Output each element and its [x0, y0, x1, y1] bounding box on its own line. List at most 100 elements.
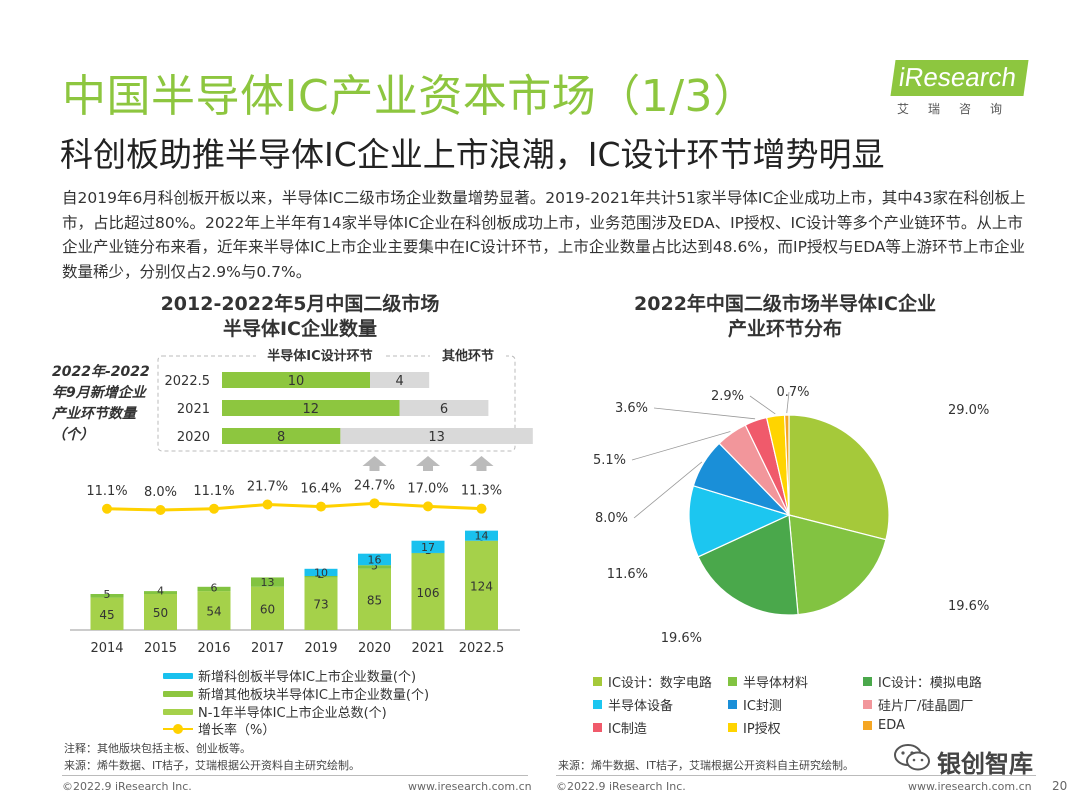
- x-tick-label: 2015: [144, 641, 177, 656]
- bar-label: 85: [367, 593, 382, 607]
- pie-chart: 29.0% 19.6% 19.6% 11.6% 8.0% 5.1% 3.6% 2.9% 0.7%: [593, 385, 989, 646]
- legend-base: N-1年半导体IC上市企业总数(个): [163, 702, 387, 721]
- inset-header-other: 其他环节: [442, 348, 494, 364]
- pie-legend-swatch: [593, 723, 602, 732]
- bar-label: 16: [368, 553, 382, 566]
- x-tick-label: 2020: [358, 641, 391, 656]
- left-source: 来源：烯牛数据、IT桔子，艾瑞根据公开资料自主研究绘制。: [64, 759, 360, 772]
- inset-bar-label: 8: [277, 430, 285, 445]
- watermark-text: 银创智库: [937, 750, 1033, 778]
- x-tick-label: 2017: [251, 641, 284, 656]
- pie-value-label: 0.7%: [776, 385, 809, 400]
- pie-legend-item: 硅片厂/硅晶圆厂: [863, 695, 973, 714]
- main-bar-chart: 4552014504201554620166013201773210201985…: [70, 456, 520, 656]
- bar-label: 106: [417, 586, 440, 600]
- iresearch-logo: iResearch 艾瑞咨询: [890, 60, 1029, 118]
- left-note: 注释：其他版块包括主板、创业板等。: [64, 742, 251, 755]
- bar-segment: [304, 577, 338, 630]
- inset-bar-segment: [370, 372, 430, 388]
- growth-point: [423, 501, 433, 512]
- bar-segment: [465, 530, 498, 541]
- pie-legend-label: 半导体设备: [608, 699, 674, 714]
- growth-point: [262, 499, 273, 510]
- growth-label: 17.0%: [407, 481, 448, 496]
- bar-segment: [144, 591, 177, 594]
- pie-legend-label: 硅片厂/硅晶圆厂: [878, 699, 974, 714]
- inset-bar-label: 4: [395, 374, 403, 389]
- pie-legend-label: IC设计：数字电路: [608, 676, 712, 691]
- pie-leader-line: [653, 407, 756, 420]
- legend-swatch-green: [163, 690, 193, 697]
- bar-label: 6: [211, 582, 218, 595]
- growth-label: 21.7%: [247, 480, 288, 495]
- pie-legend-swatch: [728, 677, 737, 686]
- inset-header-ic: 半导体IC设计环节: [267, 348, 372, 364]
- legend-growth-label: 增长率（%）: [198, 723, 276, 738]
- bar-label: 54: [206, 605, 221, 619]
- inset-bar-segment: [340, 428, 533, 444]
- pie-leader-line: [631, 431, 731, 461]
- footer-url-right: www.iresearch.com.cn: [908, 780, 1032, 793]
- growth-label: 8.0%: [144, 485, 177, 500]
- right-chart-title-line2: 产业环节分布: [727, 318, 842, 340]
- pie-legend-item: IP授权: [728, 718, 781, 737]
- bar-segment: [90, 597, 124, 630]
- pie-leader-line: [786, 391, 790, 414]
- pie-legend-label: IC设计：模拟电路: [878, 676, 982, 691]
- growth-point: [476, 503, 487, 514]
- bar-segment: [90, 594, 124, 598]
- right-source: 来源：烯牛数据、IT桔子，艾瑞根据公开资料自主研究绘制。: [558, 759, 854, 772]
- left-chart-title: 2012-2022年5月中国二级市场 半导体IC企业数量: [120, 292, 480, 342]
- legend-swatch-cyan: [163, 672, 193, 679]
- bar-label: 4: [157, 585, 164, 598]
- x-tick-label: 2016: [197, 641, 230, 656]
- bar-segment: [304, 576, 338, 578]
- bar-label: 60: [260, 602, 275, 616]
- up-arrow-icon: [416, 456, 440, 471]
- bar-segment: [465, 540, 498, 630]
- inset-bar-segment: [222, 428, 341, 444]
- legend-star: 新增科创板半导体IC上市企业数量(个): [163, 666, 416, 685]
- pie-value-label: 2.9%: [711, 389, 744, 404]
- x-tick-label: 2014: [90, 641, 123, 656]
- pie-value-label: 19.6%: [661, 631, 702, 646]
- page-subtitle: 科创板助推半导体IC企业上市浪潮，IC设计环节增势明显: [60, 135, 885, 174]
- pie-slice: [697, 514, 799, 616]
- pie-legend-swatch: [593, 677, 602, 686]
- inset-bar-label: 12: [303, 402, 320, 417]
- right-chart-title: 2022年中国二级市场半导体IC企业 产业环节分布: [585, 292, 985, 342]
- bar-segment: [411, 540, 445, 553]
- legend-growth: 增长率（%）: [163, 719, 275, 738]
- pie-slice: [688, 485, 791, 558]
- growth-point: [369, 498, 380, 509]
- inset-side-note: 2022年-2022年9月新增企业产业环节数量（个）: [52, 364, 150, 443]
- pie-leader-line: [749, 395, 776, 415]
- pie-value-label: 8.0%: [595, 511, 628, 526]
- growth-point: [209, 503, 219, 514]
- left-chart-title-line2: 半导体IC企业数量: [222, 318, 377, 340]
- pie-legend-label: IC封测: [743, 699, 782, 714]
- x-tick-label: 2019: [304, 641, 337, 656]
- legend-swatch-line: [163, 723, 193, 735]
- inset-category-label: 2021: [177, 402, 210, 417]
- footer-line-right: [556, 775, 1036, 776]
- inset-bar-segment: [222, 372, 370, 388]
- footer-url-left: www.iresearch.com.cn: [408, 780, 532, 793]
- footer-copyright-right: ©2022.9 iResearch Inc.: [556, 780, 686, 793]
- bar-segment: [411, 553, 445, 630]
- right-chart-title-line1: 2022年中国二级市场半导体IC企业: [634, 293, 936, 315]
- bar-segment: [358, 568, 391, 630]
- legend-base-label: N-1年半导体IC上市企业总数(个): [198, 706, 387, 721]
- growth-label: 11.1%: [86, 484, 127, 499]
- bar-segment: [411, 552, 445, 554]
- wechat-icon: [893, 742, 933, 774]
- growth-point: [155, 505, 166, 515]
- growth-label: 24.7%: [354, 478, 395, 493]
- pie-value-label: 11.6%: [607, 567, 648, 582]
- growth-label: 11.3%: [461, 484, 502, 499]
- bar-label: 50: [153, 606, 168, 620]
- bar-segment: [251, 577, 284, 587]
- inset-bar-segment: [222, 400, 400, 416]
- bar-label: 5: [104, 588, 111, 601]
